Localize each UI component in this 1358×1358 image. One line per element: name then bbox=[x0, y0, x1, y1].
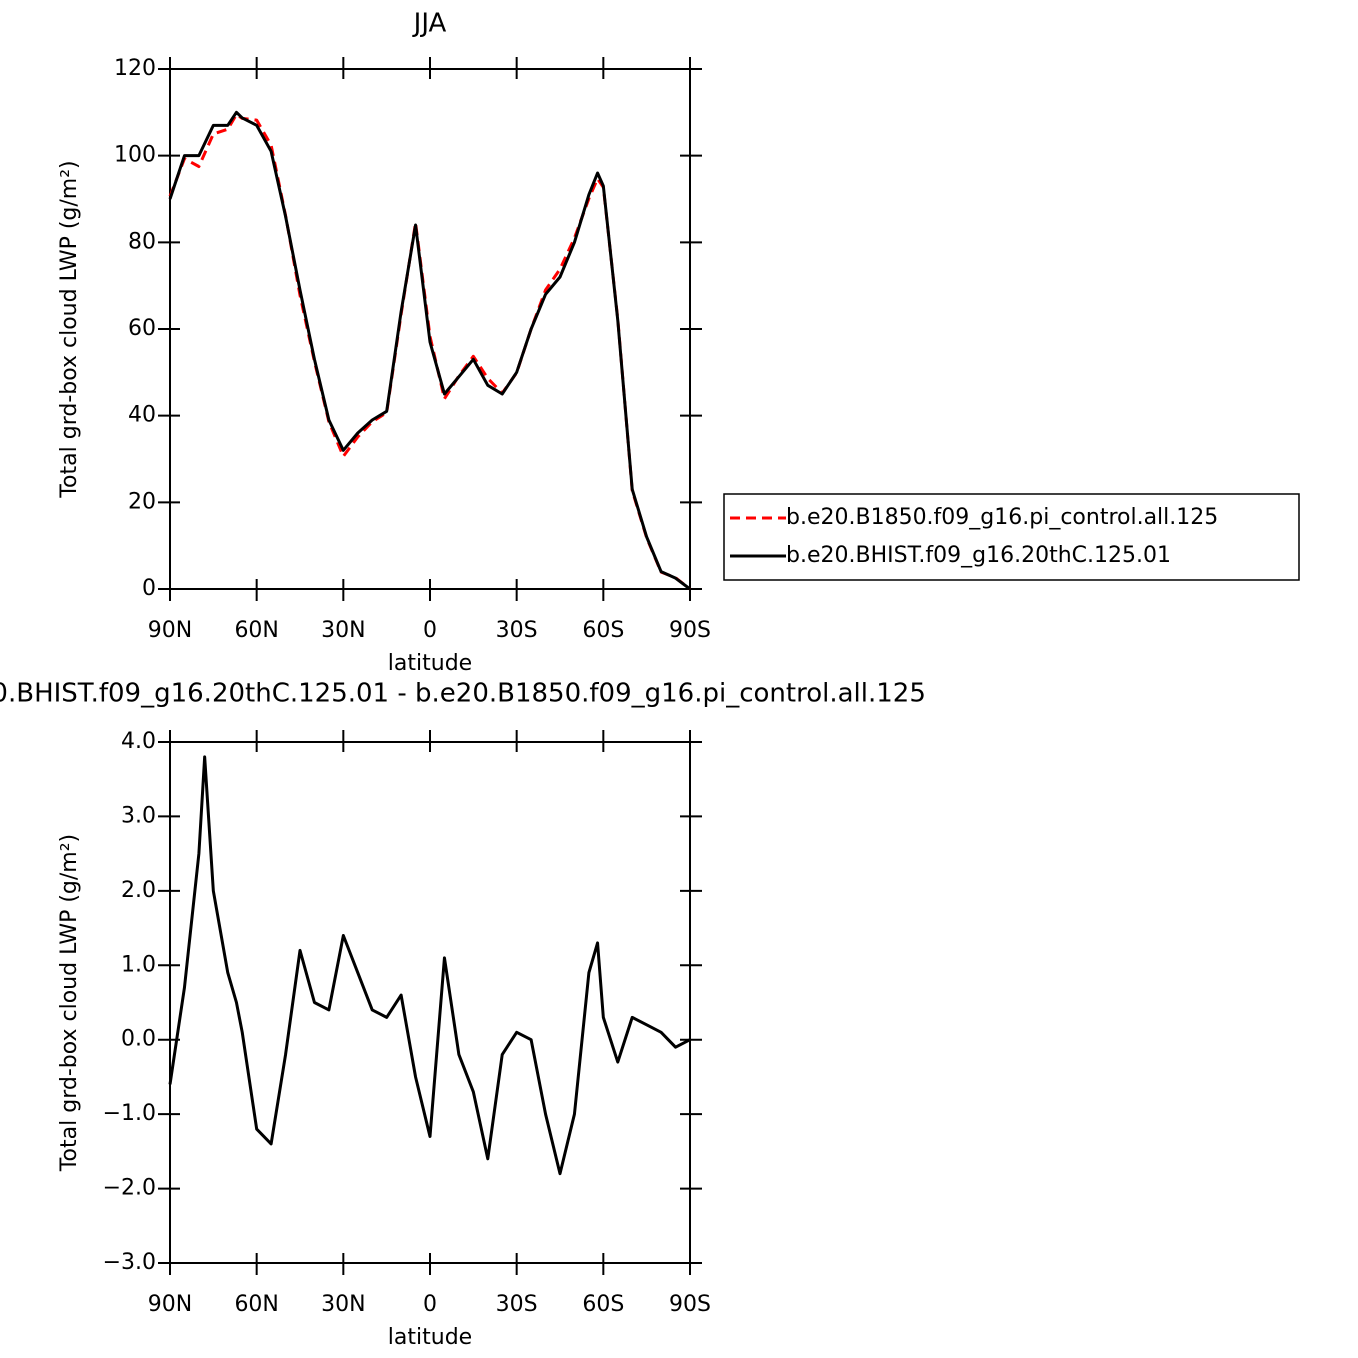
y-tick-label: 1.0 bbox=[121, 952, 156, 977]
y-tick-label: 2.0 bbox=[121, 878, 156, 903]
x-tick-label: 90N bbox=[148, 618, 192, 643]
data-line bbox=[168, 113, 691, 591]
x-tick-label: 90S bbox=[669, 618, 711, 643]
chart-title: b.e20.BHIST.f09_g16.20thC.125.01 - b.e20… bbox=[0, 679, 926, 709]
x-tick-label: 90N bbox=[148, 1292, 192, 1317]
data-line bbox=[168, 755, 691, 1176]
y-tick-label: 0.0 bbox=[121, 1027, 156, 1052]
plot-frame bbox=[169, 741, 691, 1264]
legend-label: b.e20.BHIST.f09_g16.20thC.125.01 bbox=[786, 543, 1171, 568]
x-tick-label: 60S bbox=[582, 1292, 624, 1317]
x-tick-label: 30S bbox=[496, 618, 538, 643]
x-axis-label: latitude bbox=[388, 1325, 472, 1350]
y-tick-label: 20 bbox=[128, 489, 156, 514]
y-tick-label: 40 bbox=[128, 403, 156, 428]
x-tick-label: 90S bbox=[669, 1292, 711, 1317]
y-tick-label: 60 bbox=[128, 316, 156, 341]
x-tick-label: 0 bbox=[423, 618, 437, 643]
x-tick-label: 60S bbox=[582, 618, 624, 643]
y-tick-label: 3.0 bbox=[121, 803, 156, 828]
y-tick-label: 0 bbox=[142, 576, 156, 601]
y-tick-label: 4.0 bbox=[121, 729, 156, 754]
y-tick-label: −2.0 bbox=[103, 1176, 156, 1201]
y-tick-label: 80 bbox=[128, 229, 156, 254]
x-tick-label: 30N bbox=[321, 618, 365, 643]
legend-label: b.e20.B1850.f09_g16.pi_control.all.125 bbox=[786, 505, 1218, 530]
x-tick-label: 60N bbox=[234, 1292, 278, 1317]
y-tick-label: 120 bbox=[114, 56, 156, 81]
x-tick-label: 60N bbox=[234, 618, 278, 643]
x-axis-label: latitude bbox=[388, 651, 472, 676]
legend-box bbox=[723, 493, 1300, 581]
y-axis-label: Total grd-box cloud LWP (g/m²) bbox=[57, 834, 82, 1172]
data-line bbox=[168, 110, 691, 591]
y-tick-label: −3.0 bbox=[103, 1250, 156, 1275]
x-tick-label: 30N bbox=[321, 1292, 365, 1317]
chart-title: JJA bbox=[412, 9, 447, 39]
x-tick-label: 0 bbox=[423, 1292, 437, 1317]
x-tick-label: 30S bbox=[496, 1292, 538, 1317]
y-tick-label: −1.0 bbox=[103, 1101, 156, 1126]
plot-frame bbox=[169, 68, 691, 590]
y-tick-label: 100 bbox=[114, 143, 156, 168]
y-axis-label: Total grd-box cloud LWP (g/m²) bbox=[57, 160, 82, 498]
